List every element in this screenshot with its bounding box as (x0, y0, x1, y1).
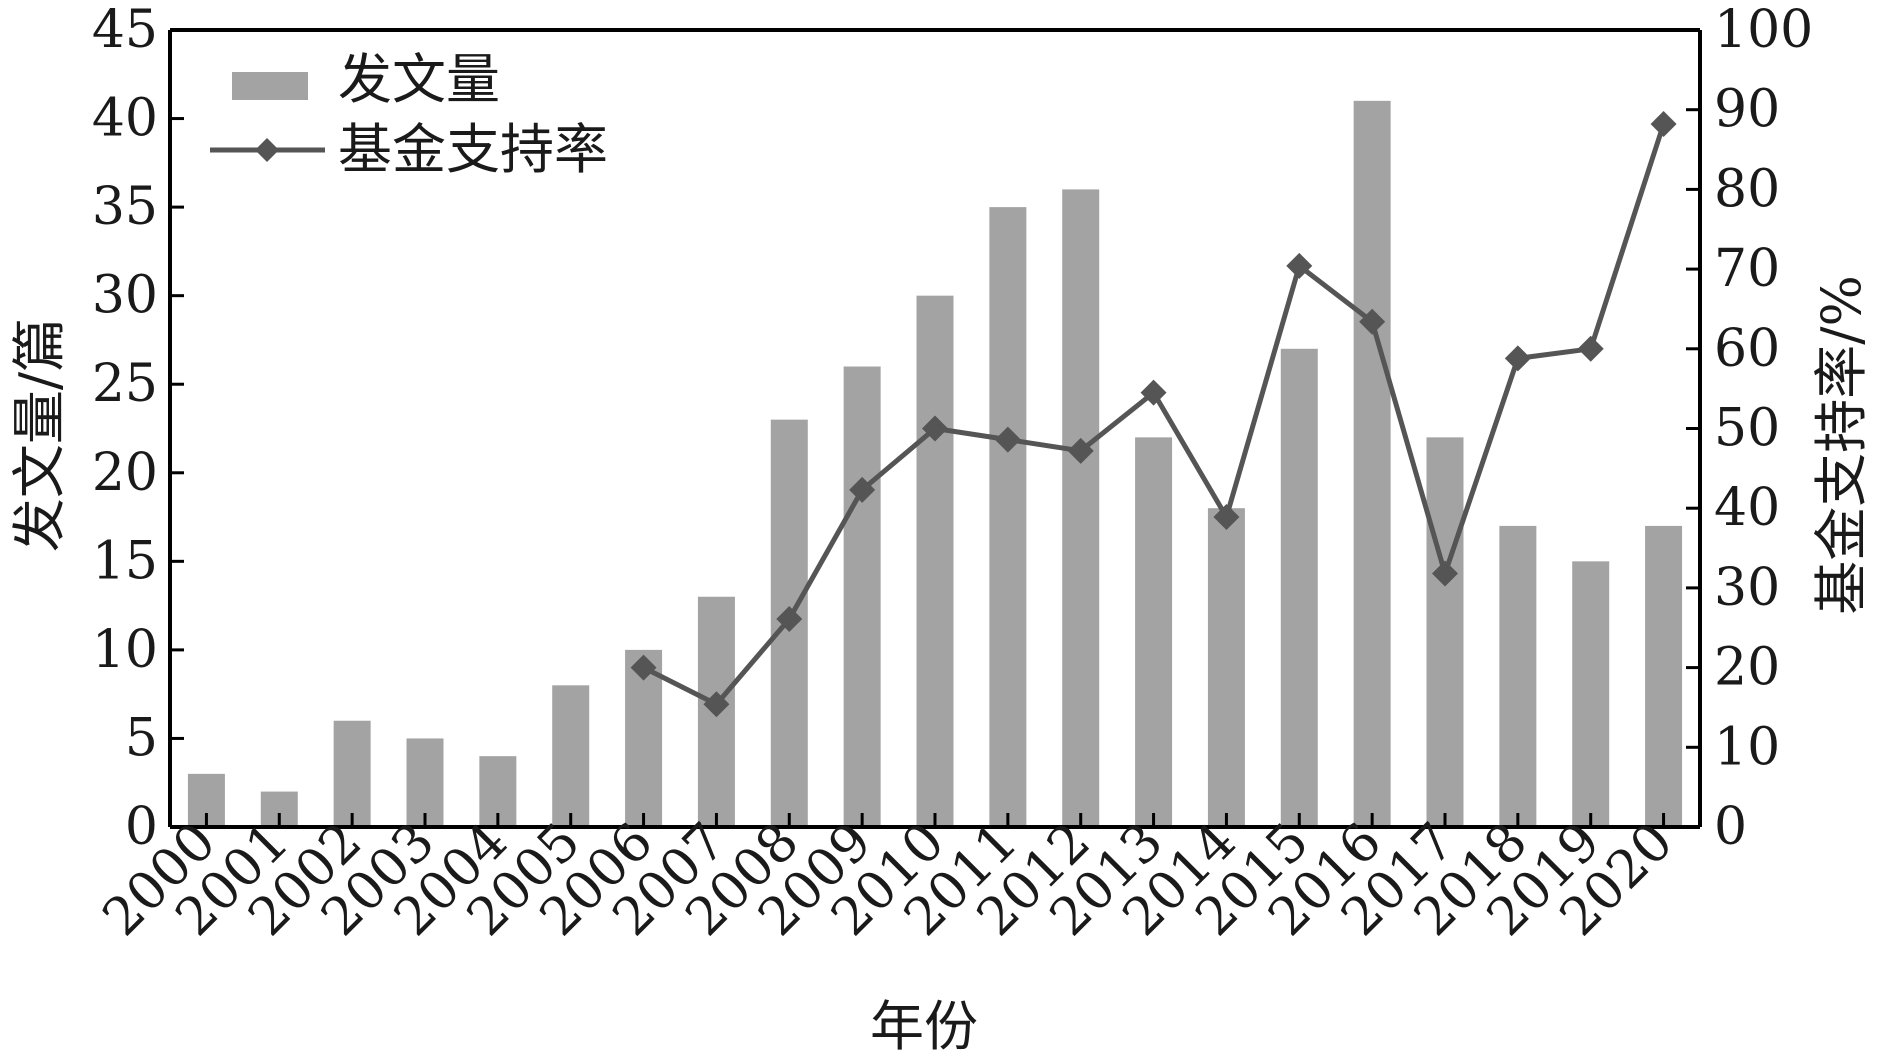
line-point-2012 (1067, 437, 1094, 464)
y2-tick-label: 30 (1714, 558, 1780, 618)
y-tick-label: 45 (92, 0, 158, 60)
x-axis-title: 年份 (870, 995, 978, 1058)
x-axis-ticks: 2000200120022003200420052006200720082009… (92, 812, 1685, 948)
line-point-2017 (1432, 560, 1458, 587)
right-axis-ticks: 0 10 20 30 40 50 60 70 80 90 100 (1686, 0, 1813, 857)
left-axis-ticks: 0 5 10 15 20 25 30 35 40 45 (92, 0, 184, 857)
legend-line-marker (255, 138, 279, 162)
y-tick-label: 0 (125, 797, 158, 857)
y2-tick-label: 0 (1714, 797, 1747, 857)
bar-2010 (916, 295, 954, 828)
y2-axis-title: 基金支持率/% (1810, 275, 1873, 615)
bar-2013 (1135, 437, 1173, 827)
bar-series (187, 100, 1683, 828)
bar-2017 (1426, 437, 1464, 827)
y-tick-label: 5 (125, 708, 158, 768)
bar-2015 (1280, 348, 1318, 827)
y2-tick-label: 80 (1714, 159, 1780, 219)
legend: 发文量 基金支持率 (210, 48, 608, 181)
bar-2016 (1353, 100, 1391, 828)
y-tick-label: 20 (92, 443, 158, 503)
bar-2012 (1062, 189, 1100, 827)
line-point-2014 (1213, 503, 1240, 530)
y2-tick-label: 20 (1714, 638, 1780, 698)
y-tick-label: 15 (92, 531, 158, 591)
line-point-2007 (703, 691, 730, 718)
bar-2014 (1207, 508, 1245, 827)
y-tick-label: 40 (92, 89, 158, 149)
bar-2009 (843, 366, 881, 827)
line-series (630, 111, 1677, 718)
line-point-2006 (630, 654, 657, 681)
line-point-2008 (776, 605, 803, 632)
y-tick-label: 10 (92, 620, 158, 680)
y2-tick-label: 40 (1714, 478, 1780, 538)
y-tick-label: 35 (92, 177, 158, 237)
legend-bar-label: 发文量 (338, 48, 500, 111)
bar-2011 (989, 207, 1027, 828)
line-point-2020 (1650, 111, 1677, 138)
bar-2019 (1572, 561, 1610, 827)
line-point-2019 (1577, 335, 1604, 362)
line-point-2013 (1140, 379, 1167, 406)
y2-tick-label: 60 (1714, 319, 1780, 379)
bar-2018 (1499, 525, 1537, 827)
line-point-2009 (849, 476, 876, 503)
y-axis-title: 发文量/篇 (8, 318, 71, 552)
line-point-2010 (922, 415, 948, 442)
y2-tick-label: 90 (1714, 80, 1780, 140)
y2-tick-label: 50 (1714, 399, 1780, 459)
legend-line-label: 基金支持率 (338, 118, 608, 181)
line-point-2011 (994, 426, 1021, 453)
legend-bar-swatch (232, 72, 308, 100)
line-point-2015 (1286, 252, 1313, 279)
y-tick-label: 30 (92, 266, 158, 326)
bar-2003 (406, 738, 444, 827)
y2-tick-label: 100 (1714, 0, 1813, 60)
y2-tick-label: 70 (1714, 239, 1780, 299)
bar-2020 (1645, 525, 1683, 827)
y-tick-label: 25 (92, 354, 158, 414)
line-point-2016 (1359, 308, 1386, 335)
bar-2005 (552, 685, 590, 827)
y2-tick-label: 10 (1714, 717, 1780, 777)
line-point-2018 (1504, 345, 1531, 372)
bar-2002 (333, 720, 371, 827)
